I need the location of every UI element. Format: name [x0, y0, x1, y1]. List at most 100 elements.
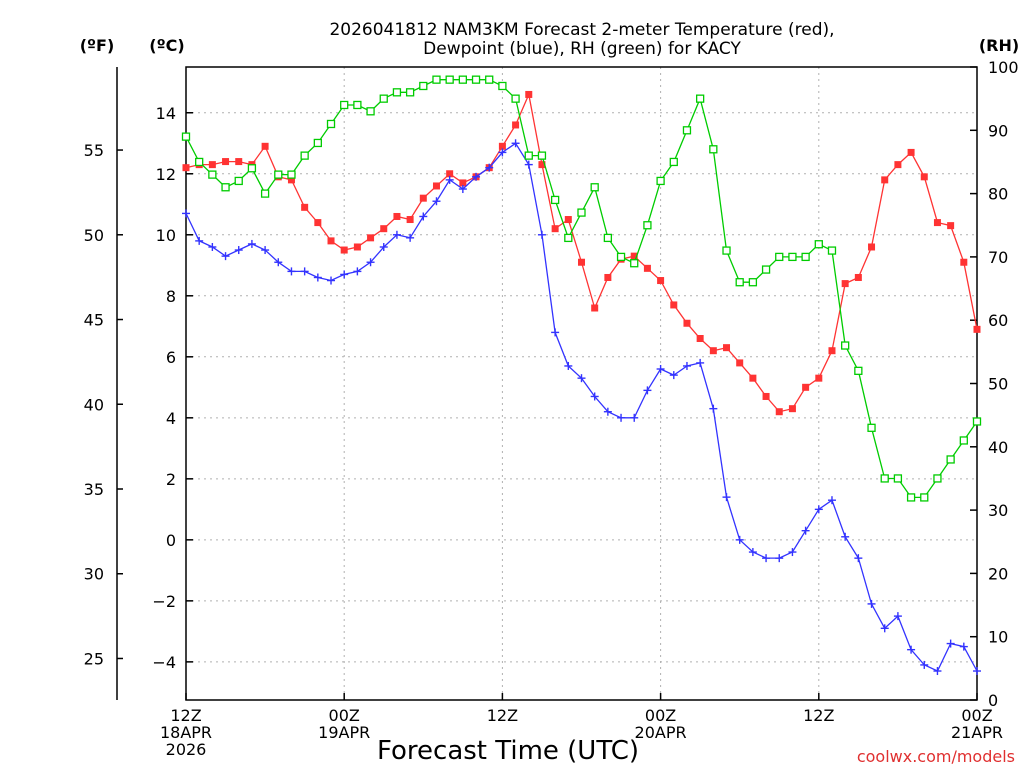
- dewpoint-point: [498, 148, 507, 157]
- 2-meter-temperature-point: [657, 277, 665, 285]
- time-tick-label: 20APR: [635, 723, 687, 742]
- relative-humidity-point: [326, 119, 336, 129]
- dewpoint-point: [485, 163, 494, 172]
- relative-humidity-point: [234, 176, 243, 186]
- relative-humidity-point: [630, 259, 639, 268]
- dewpoint-point: [973, 667, 981, 676]
- dewpoint-point: [603, 407, 612, 416]
- dewpoint-point: [801, 526, 810, 535]
- dewpoint-point: [564, 361, 573, 370]
- relative-humidity-point: [616, 252, 626, 262]
- relative-humidity-point: [761, 265, 771, 274]
- 2-meter-temperature-point: [854, 273, 862, 281]
- 2-meter-temperature-point: [670, 301, 678, 309]
- 2-meter-temperature-line: [185, 92, 978, 413]
- fahrenheit-tick-label: 30: [84, 565, 104, 584]
- rh-unit-label: (RH): [979, 36, 1019, 55]
- 2-meter-temperature-point: [604, 273, 612, 281]
- fahrenheit-axis-ticks: 25 30 35 40 45 50 55: [84, 141, 123, 668]
- dewpoint-point: [827, 496, 836, 505]
- dewpoint-point: [630, 413, 639, 422]
- rh-tick-label: 90: [988, 121, 1008, 140]
- relative-humidity-point: [788, 252, 797, 262]
- rh-tick-label: 50: [988, 375, 1008, 394]
- dewpoint-point: [696, 358, 705, 367]
- relative-humidity-point: [458, 75, 468, 84]
- relative-humidity-point: [933, 474, 942, 483]
- dewpoint-point: [893, 612, 902, 621]
- dewpoint-point: [722, 493, 731, 502]
- 2-meter-temperature-point: [788, 405, 796, 413]
- dewpoint-point: [748, 548, 757, 557]
- relative-humidity-point: [854, 366, 863, 375]
- dewpoint-point: [551, 328, 560, 337]
- relative-humidity-point: [340, 100, 349, 110]
- axes: [116, 66, 978, 701]
- relative-humidity-point: [920, 493, 929, 502]
- dewpoint-point: [920, 660, 929, 669]
- dewpoint-point: [735, 535, 744, 544]
- 2-meter-temperature-point: [235, 158, 243, 166]
- dewpoint-point: [788, 548, 797, 557]
- relative-humidity-point: [735, 278, 744, 287]
- dewpoint-point: [366, 258, 375, 267]
- 2-meter-temperature-point: [709, 347, 717, 355]
- dewpoint-point: [445, 175, 454, 184]
- relative-humidity-point: [656, 176, 665, 186]
- celsius-tick-label: 12: [156, 165, 176, 184]
- dewpoint-point: [458, 185, 467, 194]
- relative-humidity-point: [498, 81, 507, 91]
- dewpoint-point: [261, 246, 270, 255]
- 2-meter-temperature-point: [538, 161, 546, 169]
- relative-humidity-point: [682, 126, 692, 135]
- relative-humidity-point: [893, 474, 903, 483]
- celsius-tick-label: 4: [166, 409, 176, 428]
- relative-humidity-point: [247, 164, 257, 173]
- 2-meter-temperature-point: [182, 164, 190, 172]
- relative-humidity-point: [590, 183, 599, 192]
- 2-meter-temperature-point: [419, 194, 427, 202]
- dewpoint-point: [907, 645, 916, 654]
- time-tick-label: 18APR: [160, 723, 212, 742]
- relative-humidity-point: [287, 170, 296, 179]
- relative-humidity-point: [379, 94, 388, 103]
- relative-humidity-point: [972, 417, 982, 426]
- fahrenheit-tick-label: 45: [84, 311, 104, 330]
- 2-meter-temperature-point: [327, 237, 335, 245]
- gridlines: [186, 67, 977, 700]
- relative-humidity-point: [221, 183, 230, 192]
- dewpoint-point: [432, 197, 441, 206]
- dewpoint-point: [524, 160, 533, 169]
- dewpoint-point: [867, 599, 876, 608]
- 2-meter-temperature-point: [749, 374, 757, 382]
- dewpoint-point: [841, 532, 850, 541]
- relative-humidity-point: [577, 208, 586, 217]
- celsius-tick-label: 6: [166, 348, 176, 367]
- relative-humidity-point: [445, 75, 454, 84]
- relative-humidity-point: [867, 423, 876, 432]
- dewpoint-point: [287, 267, 296, 276]
- dewpoint-point: [669, 371, 678, 380]
- dewpoint-point: [959, 642, 968, 651]
- time-tick-label: 12Z: [803, 706, 834, 725]
- relative-humidity-point: [827, 246, 837, 255]
- 2-meter-temperature-point: [591, 304, 599, 312]
- fahrenheit-tick-label: 40: [84, 395, 104, 414]
- 2-meter-temperature-point: [828, 347, 836, 355]
- relative-humidity-point: [946, 455, 955, 464]
- 2-meter-temperature-point: [222, 158, 230, 166]
- time-tick-label: 21APR: [951, 723, 1003, 742]
- 2-meter-temperature-point: [564, 216, 572, 224]
- relative-humidity-point: [709, 145, 718, 154]
- relative-humidity-point: [524, 151, 533, 160]
- relative-humidity-point: [260, 189, 270, 198]
- relative-humidity-point: [366, 107, 375, 116]
- relative-humidity-point: [722, 246, 731, 255]
- relative-humidity-line: [185, 79, 978, 499]
- dewpoint-point: [300, 267, 309, 276]
- dewpoint-point: [946, 639, 955, 648]
- 2-meter-temperature-point: [578, 258, 585, 266]
- relative-humidity-point: [419, 81, 428, 91]
- 2-meter-temperature-point: [287, 176, 295, 184]
- dewpoint-point: [247, 239, 256, 248]
